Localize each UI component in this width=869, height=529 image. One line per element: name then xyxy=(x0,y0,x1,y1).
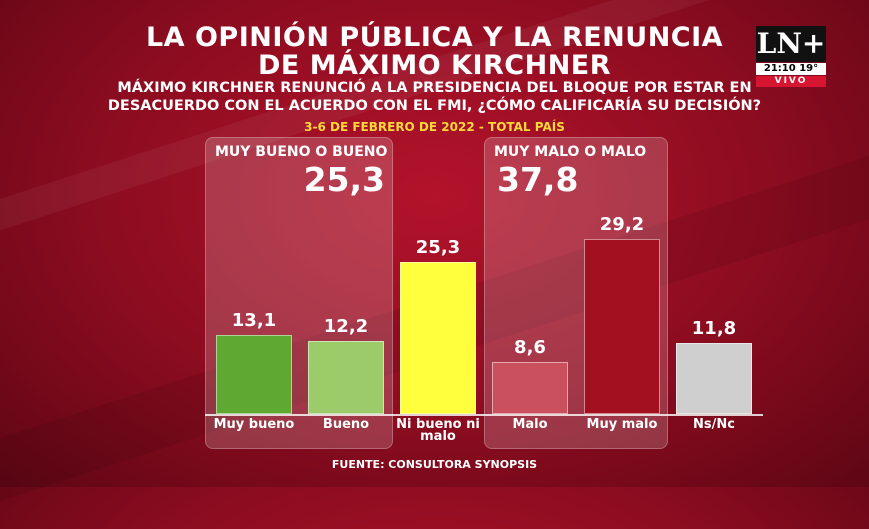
chart-title: LA OPINIÓN PÚBLICA Y LA RENUNCIA DE MÁXI… xyxy=(0,24,869,80)
category-label: Muy malo xyxy=(586,417,658,432)
group-value-positive: 25,3 xyxy=(303,160,385,199)
clock-temp: 19° xyxy=(799,63,819,74)
bar xyxy=(676,343,752,414)
source-note: FUENTE: CONSULTORA SYNOPSIS xyxy=(331,458,538,471)
subtitle-line-1: MÁXIMO KIRCHNER RENUNCIÓ A LA PRESIDENCI… xyxy=(117,80,752,96)
category-label: Bueno xyxy=(322,417,370,432)
category-label: Malo xyxy=(512,417,548,432)
live-badge: VIVO xyxy=(756,76,826,87)
subtitle-line-2: DESACUERDO CON EL ACUERDO CON EL FMI, ¿C… xyxy=(107,98,762,114)
bar-value-label: 29,2 xyxy=(599,213,645,235)
bar xyxy=(400,262,476,414)
title-line-2: DE MÁXIMO KIRCHNER xyxy=(257,50,612,81)
clock-time: 21:10 xyxy=(763,63,796,74)
chart-subtitle: MÁXIMO KIRCHNER RENUNCIÓ A LA PRESIDENCI… xyxy=(40,79,829,115)
group-label-negative: MUY MALO O MALO xyxy=(494,144,647,160)
bar xyxy=(216,335,292,414)
group-label-positive: MUY BUENO O BUENO xyxy=(215,144,388,160)
group-value-negative: 37,8 xyxy=(497,160,579,199)
date-label: 3-6 DE FEBRERO DE 2022 - TOTAL PAÍS xyxy=(304,120,565,134)
category-label: Muy bueno xyxy=(213,417,295,432)
category-label: Ns/Nc xyxy=(693,417,735,432)
baseline xyxy=(205,414,763,416)
bar xyxy=(308,340,384,414)
bar xyxy=(492,362,568,414)
title-line-1: LA OPINIÓN PÚBLICA Y LA RENUNCIA xyxy=(145,22,724,53)
bar-value-label: 25,3 xyxy=(415,237,461,259)
category-label: Ni bueno ni malo xyxy=(396,417,480,444)
channel-logo: LN+ 21:10 19° VIVO xyxy=(756,26,826,88)
bar-value-label: 13,1 xyxy=(231,310,277,332)
bar-value-label: 11,8 xyxy=(691,318,737,340)
clock: 21:10 19° xyxy=(756,63,826,75)
bar xyxy=(584,238,660,414)
bar-value-label: 12,2 xyxy=(323,315,369,337)
ln-logo: LN+ xyxy=(756,26,826,62)
bar-value-label: 8,6 xyxy=(514,337,546,359)
